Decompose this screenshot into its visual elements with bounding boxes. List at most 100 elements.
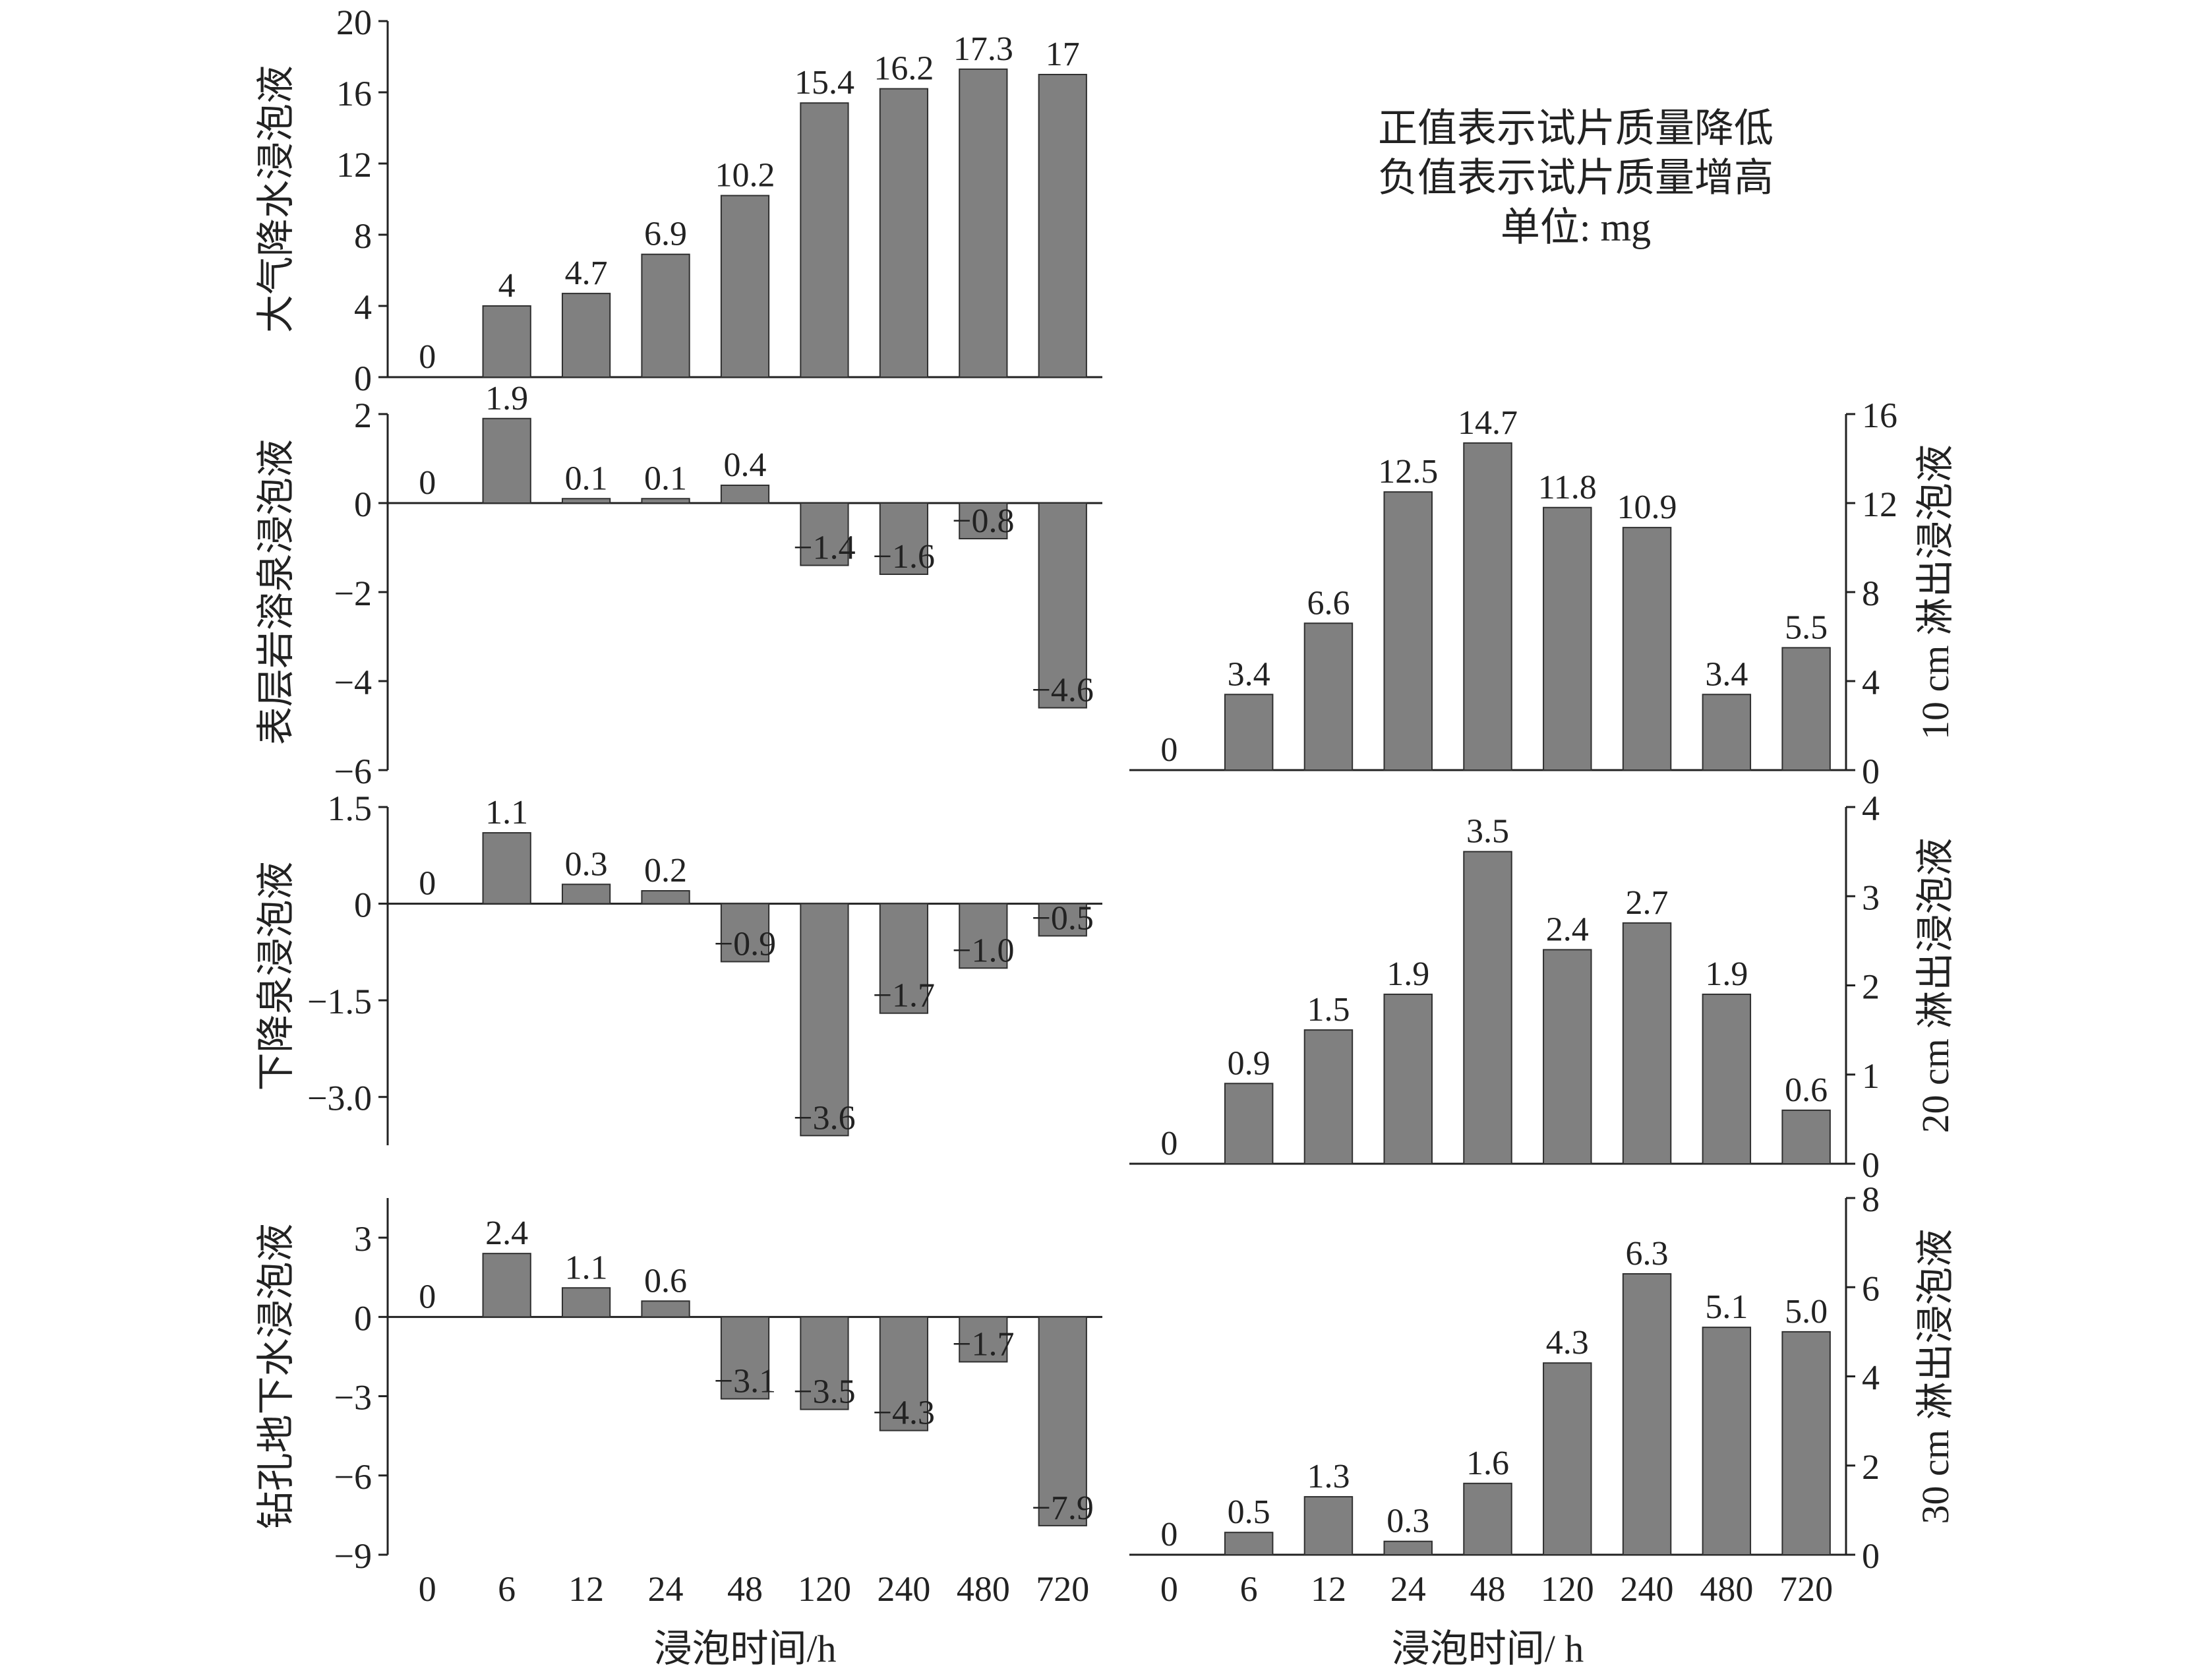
bar (800, 1316, 849, 1410)
y-tick-label: 1.5 (328, 789, 373, 828)
bar (800, 502, 849, 566)
x-tick-label: 480 (1700, 1569, 1753, 1609)
note-line-3: 单位: mg (1501, 206, 1651, 249)
bar (641, 890, 690, 905)
bar (561, 884, 611, 905)
y-tick-label: 12 (1862, 485, 1897, 524)
bar (879, 903, 929, 1014)
bar-value-label: 4.3 (1546, 1324, 1589, 1362)
bar (1303, 1496, 1354, 1555)
y-axis-label: 表层岩溶泉浸泡液 (254, 439, 297, 745)
y-tick-label: 0 (354, 885, 372, 925)
bar (641, 253, 690, 378)
bar (561, 1287, 611, 1318)
bar (1543, 949, 1592, 1165)
bar (879, 502, 929, 575)
bar-value-label: 0.3 (1386, 1503, 1429, 1540)
y-tick-label: 4 (1862, 1358, 1880, 1398)
bar-value-label: 1.6 (1466, 1445, 1509, 1482)
bar-value-label: 0.4 (724, 446, 767, 484)
note-line-1: 正值表示试片质量降低 (1378, 107, 1774, 150)
bar (482, 417, 531, 504)
y-axis-label: 大气降水浸泡液 (254, 65, 297, 333)
y-tick-label: 6 (1862, 1269, 1880, 1308)
y-tick-label: −1.5 (307, 982, 372, 1021)
y-tick-label: −3 (334, 1378, 372, 1418)
bar-value-label: 1.1 (485, 794, 528, 831)
x-tick-label: 12 (1311, 1569, 1346, 1609)
x-tick-label: 24 (1390, 1569, 1426, 1609)
bar-value-label: −0.5 (1032, 899, 1094, 937)
bar (1622, 922, 1672, 1164)
x-axis-label: 浸泡时间/ h (1392, 1627, 1584, 1670)
bar (641, 498, 690, 504)
bar (1702, 1327, 1752, 1556)
x-tick-label: 480 (957, 1569, 1010, 1609)
bar (1224, 694, 1274, 771)
bar (1383, 1540, 1433, 1555)
bar-value-label: 16.2 (874, 50, 934, 88)
bar (959, 68, 1008, 378)
y-tick-label: −6 (334, 1457, 372, 1497)
bar-value-label: −3.5 (793, 1373, 855, 1411)
y-tick-label: 16 (1862, 396, 1897, 435)
y-axis-label: 钻孔地下水浸泡液 (254, 1223, 297, 1529)
note-line-2: 负值表示试片质量增高 (1378, 156, 1774, 200)
bar (1463, 851, 1512, 1164)
bar-value-label: −0.8 (952, 502, 1014, 540)
x-tick-label: 240 (1621, 1569, 1674, 1609)
x-tick-label: 720 (1036, 1569, 1089, 1609)
bar-value-label: 0 (419, 464, 436, 502)
bar (1543, 506, 1592, 771)
y-tick-label: −4 (334, 663, 372, 702)
chart-panel-3: −3.0 −1.5 0 1.5 下降泉浸泡液 0 1.1 0.3 0.2 −0.9 −3.6 −1.7… (254, 789, 1102, 1145)
bar (482, 1253, 531, 1318)
bar-value-label: 0.3 (565, 845, 608, 883)
bar-value-label: −1.7 (952, 1325, 1014, 1363)
bar-value-label: 10.9 (1617, 489, 1677, 526)
bar-value-label: 10.2 (715, 157, 775, 195)
bar-value-label: 0 (419, 338, 436, 376)
y-tick-label: −9 (334, 1536, 372, 1576)
bar (1702, 694, 1752, 771)
y-tick-label: 4 (1862, 789, 1880, 828)
bar-value-label: 2.7 (1626, 884, 1669, 922)
bar-value-label: −3.1 (714, 1363, 776, 1400)
bar-value-label: −7.9 (1032, 1489, 1094, 1527)
x-tick-label: 720 (1779, 1569, 1833, 1609)
bar (1622, 527, 1672, 771)
y-tick-label: 3 (354, 1219, 372, 1259)
bar-value-label: 1.9 (1705, 955, 1748, 993)
x-tick-label: 12 (568, 1569, 604, 1609)
x-tick-label: 6 (1240, 1569, 1258, 1609)
bar-value-label: 1.9 (1386, 955, 1429, 993)
bar-value-label: 0 (1160, 1125, 1178, 1162)
bar (1781, 1331, 1831, 1555)
bar-value-label: 0.5 (1228, 1493, 1270, 1531)
legend-note: 正值表示试片质量降低 负值表示试片质量增高 单位: mg (1378, 107, 1774, 249)
bar (561, 498, 611, 504)
chart-panel-5: 0 4 8 12 16 10 cm 淋出浸泡液 0 3.4 6.6 12.5 14.7 11.8 10.… (1129, 396, 1957, 791)
bar (879, 1316, 929, 1431)
y-tick-label: 0 (1862, 1145, 1880, 1185)
bar (959, 903, 1008, 969)
chart-panel-4: −9 −6 −3 0 3 钻孔地下水浸泡液 0 2.4 1.1 0.6 −3.1 −3.5 −4.3 −1… (254, 1198, 1102, 1670)
bar-value-label: 12.5 (1378, 453, 1438, 491)
bar (959, 1316, 1008, 1363)
bar-value-label: −1.6 (873, 538, 935, 576)
bar (1463, 442, 1512, 771)
bar-value-label: 17 (1046, 36, 1080, 73)
bar (482, 305, 531, 378)
bar-value-label: 0 (1160, 731, 1178, 769)
bar-value-label: 1.1 (565, 1249, 608, 1286)
y-tick-label: 8 (1862, 574, 1880, 613)
x-tick-label: 24 (648, 1569, 684, 1609)
bar (720, 485, 770, 504)
y-axis-label: 下降泉浸泡液 (254, 861, 297, 1091)
y-tick-label: 4 (354, 287, 372, 327)
bar (1224, 1083, 1274, 1165)
bar-value-label: 4.7 (565, 255, 608, 292)
bar-value-label: 3.5 (1466, 813, 1509, 851)
